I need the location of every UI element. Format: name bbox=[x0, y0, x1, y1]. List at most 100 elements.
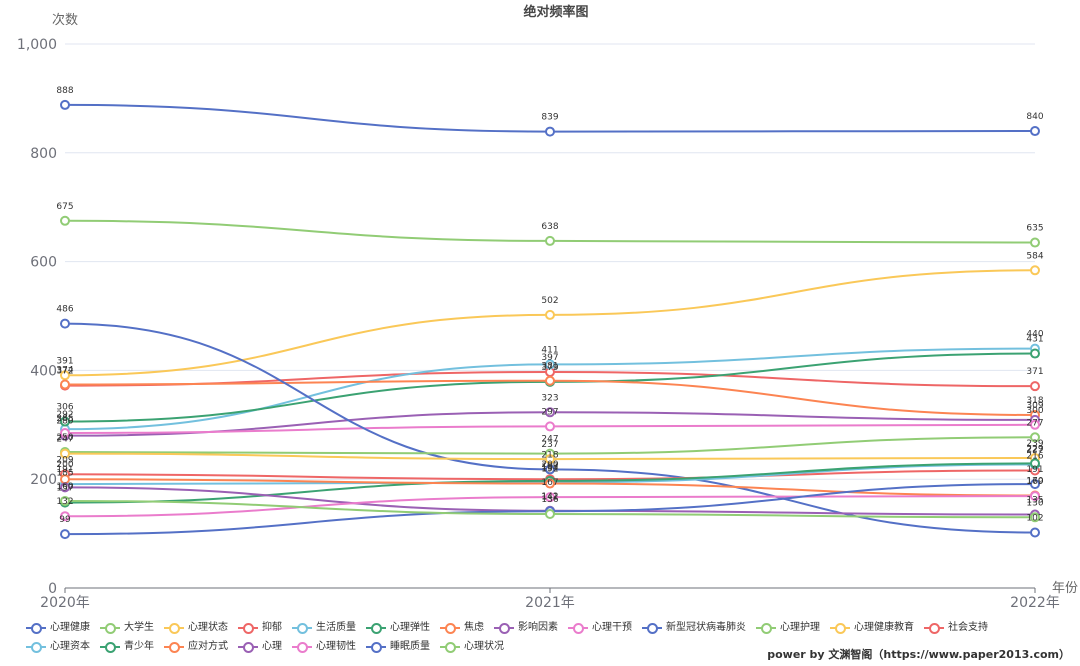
data-label: 135 bbox=[1026, 496, 1043, 506]
legend-item[interactable]: 心理干预 bbox=[568, 620, 632, 636]
data-point[interactable] bbox=[60, 427, 70, 438]
legend-item[interactable]: 抑郁 bbox=[238, 620, 282, 636]
data-point[interactable] bbox=[1030, 237, 1040, 248]
data-point[interactable] bbox=[60, 495, 70, 506]
legend-label: 社会支持 bbox=[948, 622, 988, 633]
data-label: 247 bbox=[56, 435, 73, 445]
legend-label: 心理弹性 bbox=[390, 622, 430, 633]
data-point[interactable] bbox=[1030, 432, 1040, 443]
y-axis-label: 次数 bbox=[52, 12, 78, 28]
data-point[interactable] bbox=[1030, 419, 1040, 430]
data-label: 157 bbox=[56, 484, 73, 494]
data-point[interactable] bbox=[60, 511, 70, 522]
data-point[interactable] bbox=[60, 482, 70, 493]
legend-item[interactable]: 生活质量 bbox=[292, 620, 356, 636]
legend-item[interactable]: 心理健康教育 bbox=[830, 620, 914, 636]
data-point[interactable] bbox=[60, 448, 70, 459]
legend-item[interactable]: 睡眠质量 bbox=[366, 639, 430, 655]
legend-item[interactable]: 心理健康 bbox=[26, 620, 90, 636]
data-label: 277 bbox=[1026, 418, 1043, 428]
data-label: 169 bbox=[1026, 477, 1043, 487]
data-label: 372 bbox=[56, 367, 73, 377]
legend-item[interactable]: 应对方式 bbox=[164, 639, 228, 655]
data-label: 99 bbox=[59, 515, 71, 525]
data-label: 381 bbox=[541, 362, 558, 372]
data-point[interactable] bbox=[545, 309, 555, 320]
data-point[interactable] bbox=[1030, 491, 1040, 502]
data-point[interactable] bbox=[545, 375, 555, 386]
legend-label: 心理资本 bbox=[50, 641, 90, 652]
footer-credit: power by 文渊智阁（https://www.paper2013.com） bbox=[767, 648, 1070, 661]
legend-item[interactable]: 心理 bbox=[238, 639, 282, 655]
gridlines bbox=[65, 43, 1035, 480]
data-label: 132 bbox=[56, 497, 73, 507]
data-point[interactable] bbox=[1030, 479, 1040, 490]
x-tick-label: 2022年 bbox=[1010, 595, 1060, 611]
legend-item[interactable]: 心理韧性 bbox=[292, 639, 356, 655]
data-point[interactable] bbox=[545, 478, 555, 489]
data-label: 285 bbox=[56, 414, 73, 424]
data-point[interactable] bbox=[545, 454, 555, 465]
data-label: 502 bbox=[541, 296, 558, 306]
data-label: 192 bbox=[541, 465, 558, 475]
data-point[interactable] bbox=[1030, 381, 1040, 392]
legend-item[interactable]: 社会支持 bbox=[924, 620, 988, 636]
legend-item[interactable]: 心理状况 bbox=[440, 639, 504, 655]
legend-item[interactable]: 影响因素 bbox=[494, 620, 558, 636]
data-label: 411 bbox=[541, 345, 558, 355]
legend-item[interactable]: 新型冠状病毒肺炎 bbox=[642, 620, 746, 636]
legend: 心理健康 大学生 心理状态 抑郁 生活质量 心理弹性 焦虑 影响因素 心理干预 新型冠状病毒肺炎心… bbox=[26, 620, 1066, 658]
data-point[interactable] bbox=[60, 370, 70, 381]
data-point[interactable] bbox=[1030, 348, 1040, 359]
legend-item[interactable]: 心理状态 bbox=[164, 620, 228, 636]
legend-label: 心理护理 bbox=[780, 622, 820, 633]
data-point[interactable] bbox=[545, 421, 555, 432]
data-point[interactable] bbox=[60, 318, 70, 329]
data-point[interactable] bbox=[545, 492, 555, 503]
data-label: 191 bbox=[56, 465, 73, 475]
legend-item[interactable]: 心理弹性 bbox=[366, 620, 430, 636]
data-point[interactable] bbox=[1030, 265, 1040, 276]
data-label: 440 bbox=[1026, 330, 1043, 340]
data-point[interactable] bbox=[60, 379, 70, 390]
data-point[interactable] bbox=[545, 509, 555, 520]
legend-label: 心理状况 bbox=[464, 641, 504, 652]
data-label: 239 bbox=[1026, 439, 1043, 449]
data-point[interactable] bbox=[545, 359, 555, 370]
data-point[interactable] bbox=[1030, 126, 1040, 137]
data-point[interactable] bbox=[545, 126, 555, 137]
legend-line-icon bbox=[238, 623, 258, 634]
legend-item[interactable]: 心理资本 bbox=[26, 639, 90, 655]
data-label: 397 bbox=[541, 353, 558, 363]
legend-label: 青少年 bbox=[124, 641, 154, 652]
legend-item[interactable]: 心理护理 bbox=[756, 620, 820, 636]
legend-item[interactable]: 大学生 bbox=[100, 620, 154, 636]
legend-item[interactable]: 焦虑 bbox=[440, 620, 484, 636]
data-label: 323 bbox=[541, 393, 558, 403]
legend-item[interactable]: 青少年 bbox=[100, 639, 154, 655]
data-point[interactable] bbox=[1030, 458, 1040, 469]
data-label: 297 bbox=[541, 407, 558, 417]
data-label: 247 bbox=[541, 435, 558, 445]
data-label: 167 bbox=[541, 478, 558, 488]
data-label: 306 bbox=[56, 403, 73, 413]
data-point[interactable] bbox=[1030, 527, 1040, 538]
data-point[interactable] bbox=[60, 99, 70, 110]
data-point[interactable] bbox=[60, 215, 70, 226]
data-point[interactable] bbox=[60, 416, 70, 427]
legend-line-icon bbox=[494, 623, 514, 634]
data-label: 292 bbox=[56, 410, 73, 420]
data-point[interactable] bbox=[545, 464, 555, 475]
y-tick-label: 400 bbox=[30, 363, 57, 379]
data-point[interactable] bbox=[545, 235, 555, 246]
data-point[interactable] bbox=[1030, 512, 1040, 523]
data-point[interactable] bbox=[545, 407, 555, 418]
legend-label: 大学生 bbox=[124, 622, 154, 633]
legend-line-icon bbox=[292, 623, 312, 634]
data-point[interactable] bbox=[60, 529, 70, 540]
legend-label: 心理干预 bbox=[592, 622, 632, 633]
legend-label: 抑郁 bbox=[262, 622, 282, 633]
data-label: 300 bbox=[1026, 406, 1043, 416]
data-label: 839 bbox=[541, 113, 558, 123]
data-label: 200 bbox=[56, 460, 73, 470]
